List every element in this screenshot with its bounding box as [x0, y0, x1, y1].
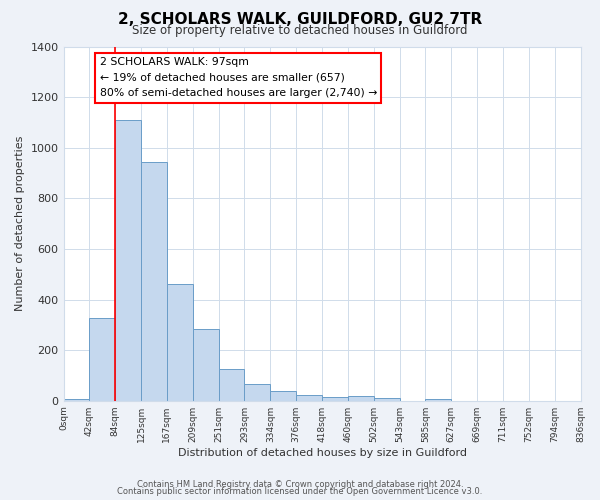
Bar	[374, 398, 400, 400]
Bar	[141, 162, 167, 400]
Text: Contains HM Land Registry data © Crown copyright and database right 2024.: Contains HM Land Registry data © Crown c…	[137, 480, 463, 489]
Text: 2, SCHOLARS WALK, GUILDFORD, GU2 7TR: 2, SCHOLARS WALK, GUILDFORD, GU2 7TR	[118, 12, 482, 28]
Bar	[322, 397, 348, 400]
Bar	[193, 328, 218, 400]
Text: Contains public sector information licensed under the Open Government Licence v3: Contains public sector information licen…	[118, 487, 482, 496]
Bar	[244, 384, 271, 400]
X-axis label: Distribution of detached houses by size in Guildford: Distribution of detached houses by size …	[178, 448, 467, 458]
Bar	[167, 284, 193, 401]
Bar	[115, 120, 141, 400]
Y-axis label: Number of detached properties: Number of detached properties	[15, 136, 25, 312]
Bar	[218, 369, 244, 400]
Bar	[271, 390, 296, 400]
Bar	[296, 395, 322, 400]
Text: Size of property relative to detached houses in Guildford: Size of property relative to detached ho…	[132, 24, 468, 37]
Bar	[348, 396, 374, 400]
Bar	[89, 318, 115, 400]
Text: 2 SCHOLARS WALK: 97sqm
← 19% of detached houses are smaller (657)
80% of semi-de: 2 SCHOLARS WALK: 97sqm ← 19% of detached…	[100, 57, 377, 98]
